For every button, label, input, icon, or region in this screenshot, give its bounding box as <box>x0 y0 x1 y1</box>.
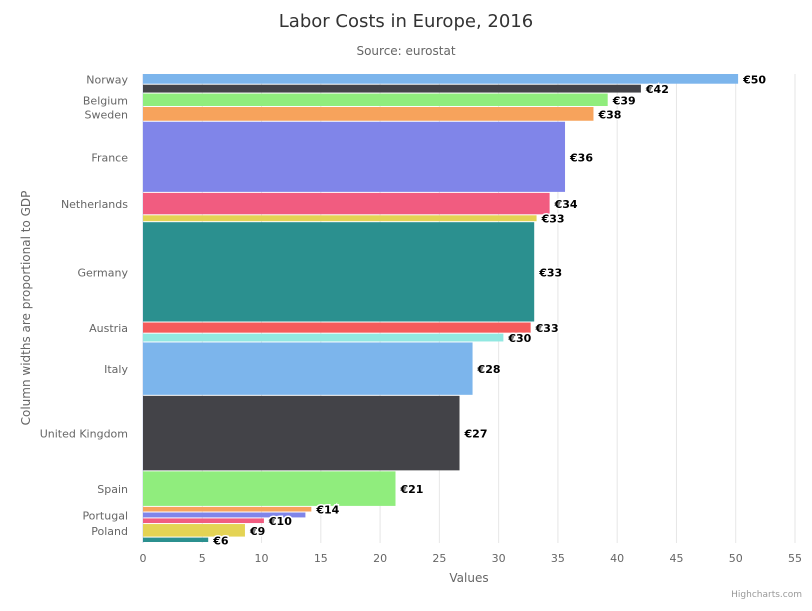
bar[interactable] <box>143 84 641 93</box>
category-label: Spain <box>97 483 128 496</box>
bar[interactable] <box>143 215 537 222</box>
x-tick-label: 20 <box>373 552 387 565</box>
bar[interactable] <box>143 222 535 322</box>
category-label: Belgium <box>83 94 128 107</box>
x-axis-title: Values <box>449 571 488 585</box>
data-label: €14 <box>315 504 339 517</box>
bar[interactable] <box>143 333 504 342</box>
data-label: €30 <box>507 332 531 345</box>
x-tick-label: 35 <box>551 552 565 565</box>
data-label: €6 <box>212 534 229 547</box>
bar[interactable] <box>143 342 473 395</box>
category-label: Sweden <box>85 108 128 121</box>
data-label: €42 <box>645 83 669 96</box>
credits-link[interactable]: Highcharts.com <box>731 590 802 600</box>
y-axis-title: Column widths are proportional to GDP <box>19 191 33 426</box>
x-tick-label: 50 <box>729 552 743 565</box>
category-label: Italy <box>104 363 128 376</box>
bar[interactable] <box>143 471 396 506</box>
data-label: €33 <box>535 322 559 335</box>
data-label: €27 <box>464 428 488 441</box>
data-label: €28 <box>477 363 501 376</box>
bar[interactable] <box>143 537 209 542</box>
data-label: €50 <box>742 73 766 86</box>
x-tick-label: 5 <box>199 552 206 565</box>
bar[interactable] <box>143 192 550 215</box>
x-tick-label: 30 <box>492 552 506 565</box>
category-label: Norway <box>86 73 128 86</box>
x-tick-label: 25 <box>432 552 446 565</box>
bar[interactable] <box>143 524 245 537</box>
bar[interactable] <box>143 322 531 333</box>
x-tick-label: 40 <box>610 552 624 565</box>
data-label: €33 <box>541 213 565 226</box>
category-label: Germany <box>77 266 128 279</box>
category-label: Austria <box>89 322 128 335</box>
category-label: France <box>91 151 128 164</box>
data-label: €21 <box>400 483 424 496</box>
bar[interactable] <box>143 395 460 471</box>
x-tick-label: 45 <box>669 552 683 565</box>
category-label: Netherlands <box>61 198 128 211</box>
category-label: United Kingdom <box>40 428 128 441</box>
x-tick-label: 10 <box>255 552 269 565</box>
bar[interactable] <box>143 512 306 518</box>
x-tick-label: 55 <box>788 552 802 565</box>
bar[interactable] <box>143 74 739 84</box>
chart-subtitle: Source: eurostat <box>356 44 455 58</box>
data-label: €39 <box>612 94 636 107</box>
data-label: €34 <box>554 198 578 211</box>
x-tick-label: 15 <box>314 552 328 565</box>
data-label: €10 <box>268 515 292 528</box>
category-label: Portugal <box>82 509 128 522</box>
data-label: €38 <box>597 108 621 121</box>
bar[interactable] <box>143 506 312 512</box>
chart-title: Labor Costs in Europe, 2016 <box>279 11 533 32</box>
bar[interactable] <box>143 121 566 192</box>
bar[interactable] <box>143 518 264 524</box>
x-tick-label: 0 <box>140 552 147 565</box>
data-label: €33 <box>538 266 562 279</box>
data-label: €9 <box>249 525 265 538</box>
data-label: €36 <box>569 151 593 164</box>
bar[interactable] <box>143 93 608 107</box>
bar[interactable] <box>143 107 594 121</box>
category-label: Poland <box>91 525 128 538</box>
